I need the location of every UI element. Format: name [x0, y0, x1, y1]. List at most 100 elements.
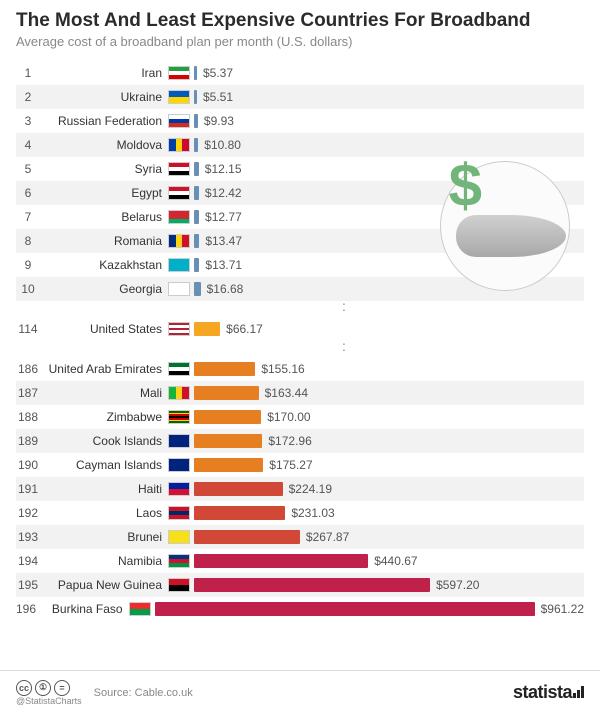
flag-icon	[168, 458, 190, 472]
rank: 114	[16, 322, 40, 336]
footer: cc ① = @StatistaCharts Source: Cable.co.…	[0, 670, 600, 714]
bar	[194, 386, 259, 400]
rank: 1	[16, 66, 40, 80]
country-label: Syria	[40, 162, 168, 176]
flag-icon	[168, 482, 190, 496]
rank: 195	[16, 578, 40, 592]
value-label: $5.51	[203, 90, 233, 104]
flag-icon	[168, 282, 190, 296]
chart-area: $ 1Iran$5.372Ukraine$5.513Russian Federa…	[0, 55, 600, 621]
rank: 7	[16, 210, 40, 224]
rank: 6	[16, 186, 40, 200]
value-label: $5.37	[203, 66, 233, 80]
value-label: $440.67	[374, 554, 417, 568]
bar-cell: $13.71	[194, 258, 584, 272]
value-label: $170.00	[267, 410, 310, 424]
rank: 191	[16, 482, 40, 496]
cc-block: cc ① = @StatistaCharts	[16, 680, 94, 706]
dollar-icon: $	[449, 151, 482, 220]
flag-icon	[168, 90, 190, 104]
bar	[194, 66, 197, 80]
value-label: $13.71	[205, 258, 242, 272]
flag-icon	[168, 162, 190, 176]
rank: 8	[16, 234, 40, 248]
country-label: Cook Islands	[40, 434, 168, 448]
bar-cell: $170.00	[194, 410, 584, 424]
chart-title: The Most And Least Expensive Countries F…	[16, 10, 584, 32]
handle: @StatistaCharts	[16, 696, 82, 706]
data-row: 187Mali$163.44	[16, 381, 584, 405]
value-label: $163.44	[265, 386, 308, 400]
rank: 5	[16, 162, 40, 176]
bar	[194, 410, 261, 424]
bar	[194, 234, 199, 248]
bar	[194, 90, 197, 104]
bar-cell: $597.20	[194, 578, 584, 592]
bar-cell: $5.51	[194, 90, 584, 104]
bar	[194, 458, 263, 472]
flag-icon	[168, 362, 190, 376]
brand-logo: statista	[513, 682, 584, 703]
chart-subtitle: Average cost of a broadband plan per mon…	[16, 34, 584, 49]
bar-cell: $12.42	[194, 186, 584, 200]
rank: 10	[16, 282, 40, 296]
data-row: 2Ukraine $5.51	[16, 85, 584, 109]
country-label: Haiti	[40, 482, 168, 496]
bar-cell: $12.15	[194, 162, 584, 176]
bar	[194, 138, 198, 152]
data-row: 188Zimbabwe $170.00	[16, 405, 584, 429]
rank: 188	[16, 410, 40, 424]
bar	[155, 602, 535, 616]
value-label: $12.77	[205, 210, 242, 224]
rank: 196	[16, 602, 36, 616]
bar	[194, 186, 199, 200]
ellipsis: :	[16, 301, 584, 317]
bar-cell: $231.03	[194, 506, 584, 520]
data-row: 189Cook Islands $172.96	[16, 429, 584, 453]
value-label: $16.68	[207, 282, 244, 296]
brand-text: statista	[513, 682, 572, 702]
value-label: $597.20	[436, 578, 479, 592]
flag-icon	[129, 602, 151, 616]
rows-container: 1Iran$5.372Ukraine$5.513Russian Federati…	[16, 61, 584, 621]
value-label: $12.15	[205, 162, 242, 176]
cc-icons: cc ① =	[16, 680, 86, 696]
flag-icon	[168, 66, 190, 80]
country-label: Belarus	[40, 210, 168, 224]
bar	[194, 578, 430, 592]
data-row: 3Russian Federation$9.93	[16, 109, 584, 133]
flag-icon	[168, 554, 190, 568]
rank: 4	[16, 138, 40, 152]
rank: 192	[16, 506, 40, 520]
country-label: Papua New Guinea	[40, 578, 168, 592]
flag-icon	[168, 434, 190, 448]
rank: 2	[16, 90, 40, 104]
flag-icon	[168, 186, 190, 200]
rank: 193	[16, 530, 40, 544]
flag-icon	[168, 530, 190, 544]
ellipsis: :	[16, 341, 584, 357]
country-label: Egypt	[40, 186, 168, 200]
cc-icon: cc	[16, 680, 32, 696]
flag-icon	[168, 114, 190, 128]
data-row: 193Brunei$267.87	[16, 525, 584, 549]
bar-cell: $10.80	[194, 138, 584, 152]
country-label: Russian Federation	[40, 114, 168, 128]
bar	[194, 506, 285, 520]
bar-cell: $224.19	[194, 482, 584, 496]
bar-cell: $172.96	[194, 434, 584, 448]
country-label: Namibia	[40, 554, 168, 568]
bar-cell: $440.67	[194, 554, 584, 568]
value-label: $9.93	[204, 114, 234, 128]
value-label: $175.27	[269, 458, 312, 472]
data-row: 195Papua New Guinea $597.20	[16, 573, 584, 597]
country-label: Ukraine	[40, 90, 168, 104]
country-label: Laos	[40, 506, 168, 520]
value-label: $10.80	[204, 138, 241, 152]
rank: 189	[16, 434, 40, 448]
country-label: Zimbabwe	[40, 410, 168, 424]
data-row: 190Cayman Islands$175.27	[16, 453, 584, 477]
data-row: 1Iran$5.37	[16, 61, 584, 85]
bar-cell: $163.44	[194, 386, 584, 400]
flag-icon	[168, 410, 190, 424]
